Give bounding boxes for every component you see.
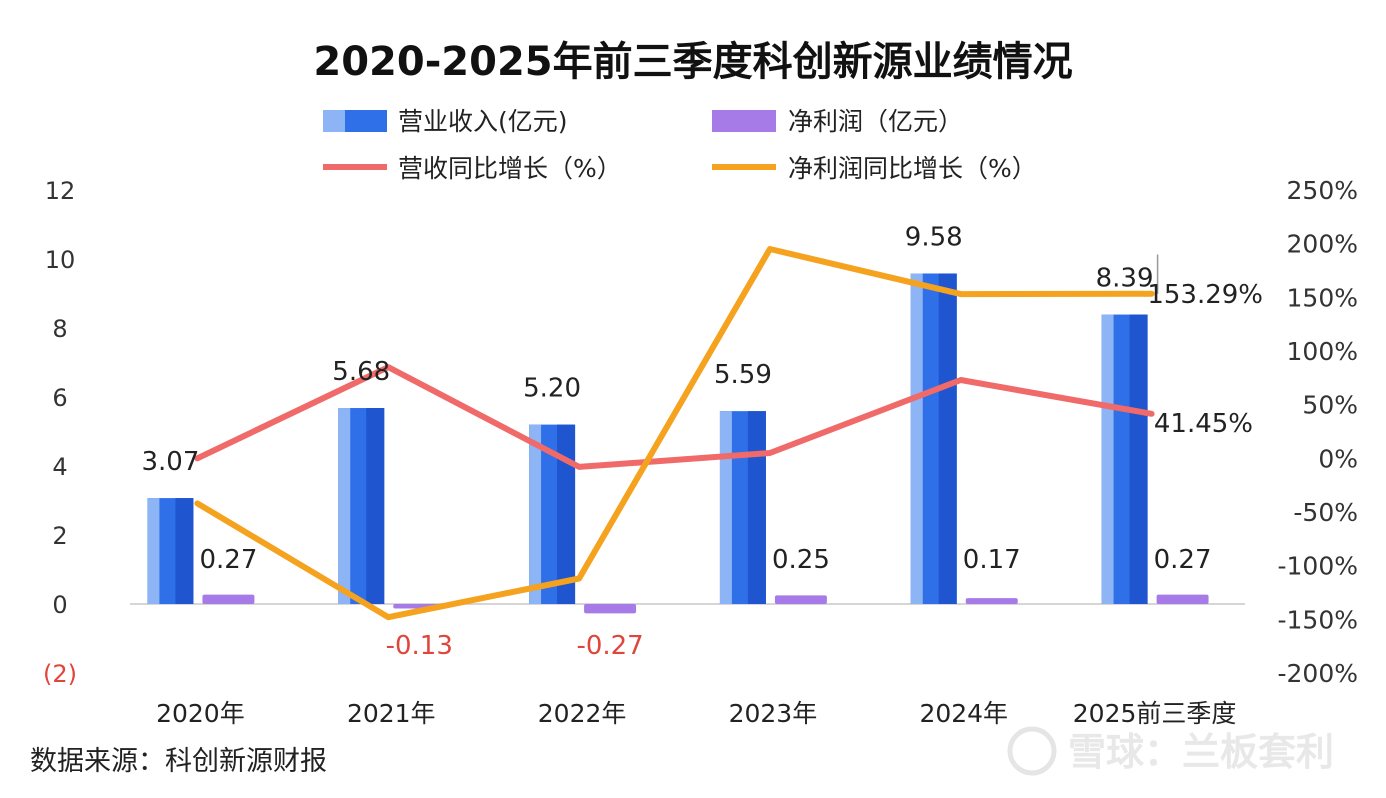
left-axis-tick-label: 8 bbox=[52, 315, 67, 343]
right-axis-tick-label: -100% bbox=[1278, 552, 1359, 581]
chart-title: 2020-2025年前三季度科创新源业绩情况 bbox=[313, 39, 1072, 85]
revenue-data-label: 9.58 bbox=[905, 222, 963, 252]
legend: 营业收入(亿元) 净利润（亿元） 营收同比增长（%） 净利润同比增长（%） bbox=[323, 107, 1037, 183]
legend-label-profit-yoy: 净利润同比增长（%） bbox=[788, 154, 1037, 183]
left-axis: (2) 0 2 4 6 8 10 12 bbox=[43, 177, 77, 688]
revenue-bar-shade bbox=[747, 411, 766, 604]
revenue-bar-highlight bbox=[910, 273, 923, 604]
profit-data-label: 0.27 bbox=[199, 545, 257, 575]
left-axis-tick-label: 0 bbox=[52, 591, 67, 619]
right-axis-tick-label: 150% bbox=[1287, 283, 1358, 312]
revenue-bar-shade bbox=[557, 424, 576, 604]
right-axis-tick-label: -200% bbox=[1278, 659, 1359, 688]
right-axis-tick-label: -50% bbox=[1293, 498, 1358, 527]
revenue-data-label: 8.39 bbox=[1096, 264, 1154, 294]
right-axis: -200% -150% -100% -50% 0% 50% 100% 150% 200% 250% bbox=[1278, 176, 1359, 688]
data-labels-layer: 3.07 5.68 5.20 5.59 9.58 8.39 0.27 -0.13 -0.27 0.… bbox=[141, 222, 1263, 661]
profit-data-label: -0.27 bbox=[576, 631, 643, 661]
watermark: 雪球：兰板套利 bbox=[1007, 726, 1334, 776]
x-axis-category-label: 2024年 bbox=[919, 699, 1008, 728]
revenue-bar-shade bbox=[1129, 314, 1148, 604]
revenue-bar-shade bbox=[366, 408, 385, 604]
legend-item-revenue-yoy: 营收同比增长（%） bbox=[323, 154, 622, 183]
right-axis-tick-label: 100% bbox=[1287, 337, 1358, 366]
source-note: 数据来源：科创新源财报 bbox=[30, 746, 327, 777]
legend-label-profit: 净利润（亿元） bbox=[788, 107, 963, 136]
bars-layer bbox=[147, 273, 1209, 614]
profit-data-label: 0.17 bbox=[963, 545, 1021, 575]
revenue-bar-highlight bbox=[147, 498, 160, 604]
legend-item-profit: 净利润（亿元） bbox=[712, 107, 963, 136]
left-axis-tick-label: 10 bbox=[45, 246, 76, 274]
watermark-text: 雪球：兰板套利 bbox=[1068, 730, 1334, 774]
right-axis-tick-label: 50% bbox=[1302, 391, 1358, 420]
profit-data-label: 0.25 bbox=[772, 545, 830, 575]
x-axis-category-label: 2023年 bbox=[729, 699, 818, 728]
legend-swatch-revenue bbox=[345, 110, 387, 132]
revenue-bar-highlight bbox=[529, 424, 542, 604]
profit-yoy-line bbox=[194, 246, 1155, 621]
revenue-bar-shade bbox=[175, 498, 194, 604]
x-axis-category-label: 2021年 bbox=[347, 699, 436, 728]
legend-item-profit-yoy: 净利润同比增长（%） bbox=[712, 154, 1037, 183]
profit-data-label: 0.27 bbox=[1154, 545, 1212, 575]
legend-item-revenue: 营业收入(亿元) bbox=[323, 107, 568, 136]
x-axis-category-label: 2025前三季度 bbox=[1073, 699, 1237, 728]
left-axis-tick-label: (2) bbox=[43, 660, 77, 688]
revenue-data-label: 3.07 bbox=[141, 447, 199, 477]
right-axis-tick-label: 0% bbox=[1318, 444, 1358, 473]
revenue-bar-highlight bbox=[338, 408, 351, 604]
lines-layer bbox=[194, 246, 1155, 621]
revenue-yoy-data-label: 41.45% bbox=[1154, 409, 1253, 439]
right-axis-tick-label: 200% bbox=[1287, 230, 1358, 259]
left-axis-tick-label: 2 bbox=[52, 522, 67, 550]
x-axis-categories: 2020年 2021年 2022年 2023年 2024年 2025前三季度 bbox=[156, 699, 1236, 728]
left-axis-tick-label: 12 bbox=[45, 177, 76, 205]
left-axis-tick-label: 6 bbox=[52, 384, 67, 412]
legend-label-revenue-yoy: 营收同比增长（%） bbox=[398, 154, 622, 183]
profit-bar bbox=[202, 594, 255, 604]
legend-swatch-revenue-light bbox=[323, 110, 345, 132]
revenue-bar-highlight bbox=[719, 411, 732, 604]
left-axis-tick-label: 4 bbox=[52, 453, 67, 481]
x-axis-category-label: 2020年 bbox=[156, 699, 245, 728]
x-axis-category-label: 2022年 bbox=[538, 699, 627, 728]
revenue-data-label: 5.59 bbox=[714, 360, 772, 390]
profit-bar bbox=[1156, 594, 1209, 604]
profit-data-label: -0.13 bbox=[386, 631, 453, 661]
legend-swatch-profit bbox=[712, 110, 776, 132]
profit-bar bbox=[774, 595, 827, 604]
profit-bar bbox=[584, 604, 637, 614]
revenue-bar-shade bbox=[938, 273, 957, 604]
revenue-bar-highlight bbox=[1101, 314, 1114, 604]
watermark-logo-icon bbox=[1007, 726, 1057, 776]
right-axis-tick-label: 250% bbox=[1287, 176, 1358, 205]
legend-label-revenue: 营业收入(亿元) bbox=[398, 107, 568, 136]
right-axis-tick-label: -150% bbox=[1278, 605, 1359, 634]
profit-bar bbox=[965, 598, 1018, 604]
profit-yoy-data-label: 153.29% bbox=[1147, 280, 1263, 310]
revenue-yoy-line bbox=[194, 364, 1155, 470]
revenue-data-label: 5.68 bbox=[332, 357, 390, 387]
revenue-data-label: 5.20 bbox=[523, 374, 581, 404]
